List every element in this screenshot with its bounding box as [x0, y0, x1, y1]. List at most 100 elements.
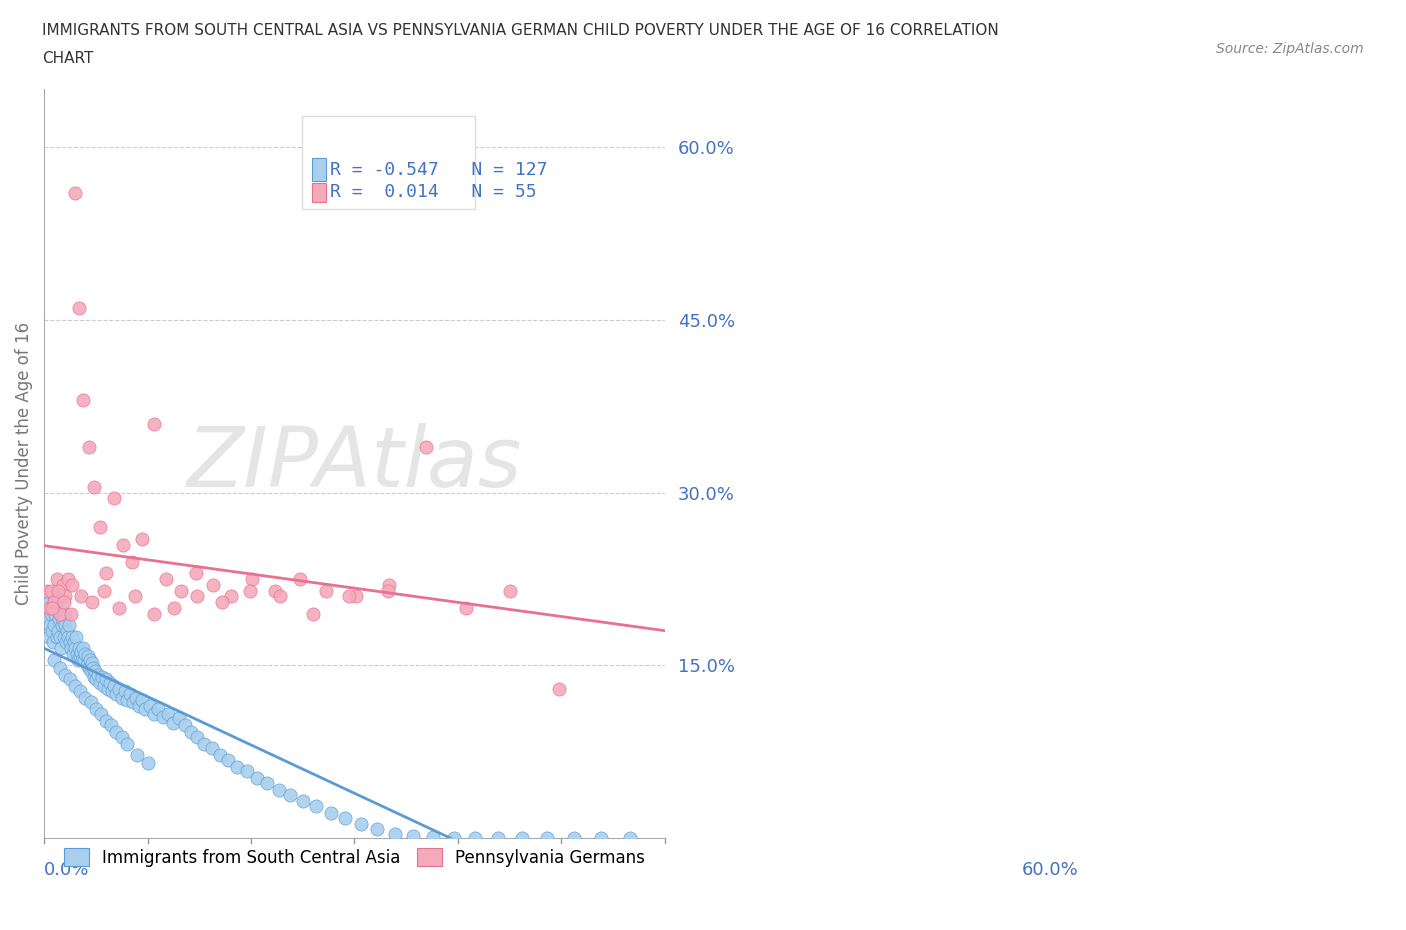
- Legend: Immigrants from South Central Asia, Pennsylvania Germans: Immigrants from South Central Asia, Penn…: [55, 840, 654, 875]
- FancyBboxPatch shape: [312, 183, 326, 202]
- Point: [256, 776, 278, 790]
- Point: [278, 787, 301, 802]
- Point: [48, 606, 70, 621]
- Point: [46, 583, 69, 598]
- Point: [62, 646, 84, 661]
- Point: [302, 606, 325, 621]
- Point: [121, 554, 143, 569]
- Point: [103, 491, 125, 506]
- Point: [45, 594, 67, 609]
- Point: [96, 713, 118, 728]
- Point: [93, 583, 115, 598]
- Point: [105, 724, 128, 739]
- Point: [53, 606, 76, 621]
- Text: 60.0%: 60.0%: [1021, 861, 1078, 879]
- Point: [415, 439, 437, 454]
- Point: [384, 826, 406, 841]
- Point: [337, 589, 360, 604]
- Point: [56, 572, 79, 587]
- Point: [226, 760, 249, 775]
- Point: [548, 681, 571, 696]
- Point: [66, 646, 89, 661]
- Text: Source: ZipAtlas.com: Source: ZipAtlas.com: [1216, 42, 1364, 56]
- Point: [53, 589, 76, 604]
- Point: [510, 830, 533, 845]
- Point: [48, 630, 70, 644]
- Point: [75, 646, 97, 661]
- Point: [72, 652, 94, 667]
- Point: [101, 684, 124, 698]
- Point: [56, 623, 79, 638]
- Point: [56, 630, 79, 644]
- Point: [52, 630, 75, 644]
- Point: [134, 702, 156, 717]
- Point: [83, 480, 105, 495]
- Point: [59, 641, 82, 656]
- Point: [52, 578, 75, 592]
- Point: [76, 649, 98, 664]
- Point: [100, 718, 122, 733]
- FancyBboxPatch shape: [312, 158, 326, 180]
- Point: [41, 623, 63, 638]
- Point: [59, 606, 82, 621]
- Point: [79, 652, 101, 667]
- Point: [97, 681, 120, 696]
- Text: R = -0.547   N = 127: R = -0.547 N = 127: [329, 161, 547, 179]
- Point: [105, 687, 128, 702]
- Point: [45, 572, 67, 587]
- Point: [173, 718, 195, 733]
- Point: [70, 589, 93, 604]
- Point: [146, 702, 169, 717]
- Point: [60, 630, 83, 644]
- Point: [163, 601, 186, 616]
- Point: [267, 782, 290, 797]
- Point: [39, 618, 62, 632]
- Point: [44, 606, 66, 621]
- Point: [63, 186, 86, 201]
- Point: [69, 649, 91, 664]
- Point: [111, 729, 134, 744]
- Point: [49, 641, 72, 656]
- Point: [201, 741, 224, 756]
- Point: [142, 606, 165, 621]
- Point: [219, 589, 242, 604]
- Point: [58, 618, 80, 632]
- Point: [193, 737, 215, 751]
- Point: [44, 618, 66, 632]
- Point: [79, 695, 101, 710]
- Point: [118, 687, 141, 702]
- Point: [41, 583, 63, 598]
- Point: [69, 684, 91, 698]
- Point: [155, 572, 177, 587]
- Point: [142, 416, 165, 431]
- Point: [366, 822, 388, 837]
- Point: [77, 660, 100, 675]
- Point: [38, 594, 60, 609]
- Point: [208, 748, 231, 763]
- Point: [84, 671, 107, 686]
- Point: [201, 578, 224, 592]
- Point: [70, 644, 93, 659]
- Point: [52, 612, 75, 627]
- Point: [536, 830, 558, 845]
- Point: [91, 670, 114, 684]
- Point: [169, 583, 191, 598]
- Point: [72, 393, 94, 408]
- Point: [211, 594, 233, 609]
- Point: [38, 601, 60, 616]
- Point: [80, 594, 103, 609]
- Point: [186, 589, 208, 604]
- Point: [443, 830, 465, 845]
- Point: [499, 583, 522, 598]
- Point: [131, 531, 153, 546]
- Point: [115, 693, 138, 708]
- Point: [239, 583, 262, 598]
- Point: [464, 830, 486, 845]
- Point: [377, 583, 399, 598]
- Point: [180, 724, 202, 739]
- Point: [344, 589, 367, 604]
- Point: [37, 583, 59, 598]
- Point: [65, 630, 87, 644]
- Text: ZIPAtlas: ZIPAtlas: [187, 423, 522, 504]
- Point: [53, 618, 76, 632]
